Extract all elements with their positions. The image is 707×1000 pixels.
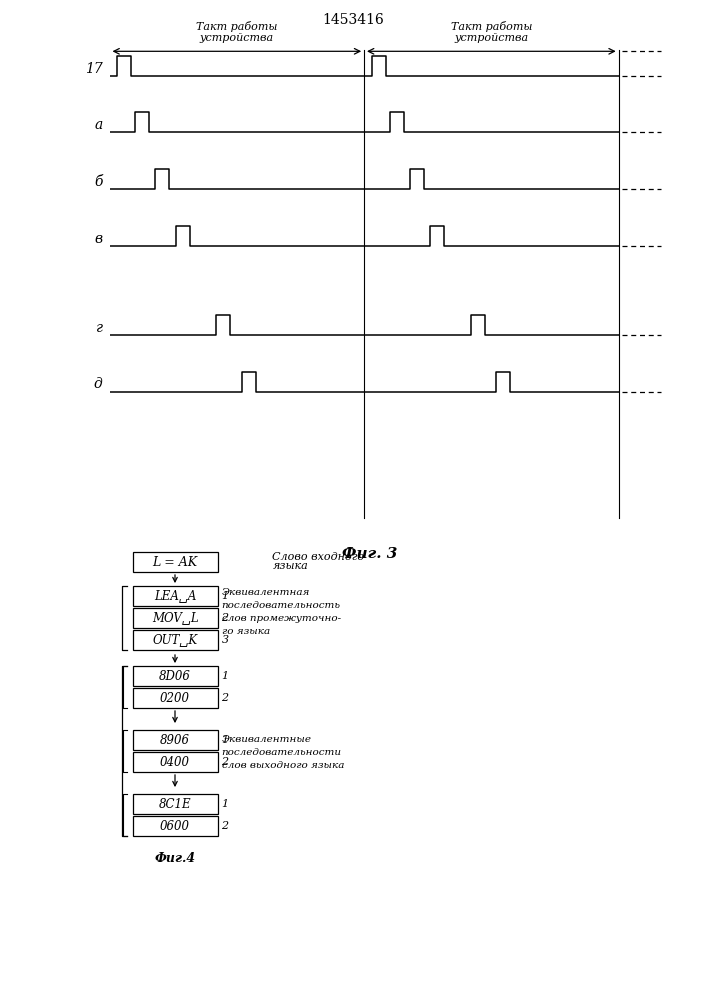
Text: 1: 1 bbox=[221, 735, 228, 745]
Text: 17: 17 bbox=[85, 62, 103, 76]
Text: в: в bbox=[95, 232, 103, 246]
Text: Такт работы
устройства: Такт работы устройства bbox=[196, 21, 278, 43]
Bar bbox=[132, 666, 218, 686]
Text: MOV␣L: MOV␣L bbox=[152, 611, 198, 624]
Text: 1: 1 bbox=[221, 799, 228, 809]
Text: 0600: 0600 bbox=[160, 820, 190, 832]
Bar bbox=[132, 630, 218, 650]
Text: 0400: 0400 bbox=[160, 756, 190, 768]
Bar bbox=[132, 586, 218, 606]
Text: г: г bbox=[95, 321, 103, 335]
Text: д: д bbox=[94, 377, 103, 391]
Text: Эквивалентная: Эквивалентная bbox=[221, 588, 310, 597]
Text: слов выходного языка: слов выходного языка bbox=[221, 761, 344, 770]
Text: 2: 2 bbox=[221, 821, 228, 831]
Bar bbox=[132, 730, 218, 750]
Text: 2: 2 bbox=[221, 757, 228, 767]
Text: слов промежуточно-: слов промежуточно- bbox=[221, 614, 341, 623]
Text: б: б bbox=[94, 175, 103, 189]
Text: OUT␣K: OUT␣K bbox=[153, 634, 197, 647]
Text: Такт работы
устройства: Такт работы устройства bbox=[450, 21, 532, 43]
Text: LEA␣A: LEA␣A bbox=[154, 589, 196, 602]
Text: 8C1E: 8C1E bbox=[158, 798, 192, 810]
Text: языка: языка bbox=[272, 561, 308, 571]
Bar bbox=[132, 794, 218, 814]
Text: 1453416: 1453416 bbox=[322, 13, 385, 27]
Text: 8D06: 8D06 bbox=[159, 670, 191, 682]
Text: го языка: го языка bbox=[221, 627, 269, 636]
Text: Слово входного: Слово входного bbox=[272, 552, 365, 562]
Text: последовательность: последовательность bbox=[221, 601, 341, 610]
Text: Эквивалентные: Эквивалентные bbox=[221, 735, 312, 744]
Text: 2: 2 bbox=[221, 693, 228, 703]
Text: L = AK: L = AK bbox=[153, 556, 197, 568]
Bar bbox=[132, 816, 218, 836]
Text: 1: 1 bbox=[221, 671, 228, 681]
Text: 3: 3 bbox=[221, 635, 228, 645]
Text: 0200: 0200 bbox=[160, 692, 190, 704]
Text: 8906: 8906 bbox=[160, 734, 190, 746]
Bar bbox=[132, 608, 218, 628]
Text: последовательности: последовательности bbox=[221, 748, 341, 757]
Text: 2: 2 bbox=[221, 613, 228, 623]
Bar bbox=[132, 552, 218, 572]
Text: а: а bbox=[94, 118, 103, 132]
Bar bbox=[132, 752, 218, 772]
Text: Фиг.4: Фиг.4 bbox=[154, 852, 196, 865]
Text: 1: 1 bbox=[221, 591, 228, 601]
Text: Фиг. 3: Фиг. 3 bbox=[342, 547, 398, 561]
Bar bbox=[132, 688, 218, 708]
